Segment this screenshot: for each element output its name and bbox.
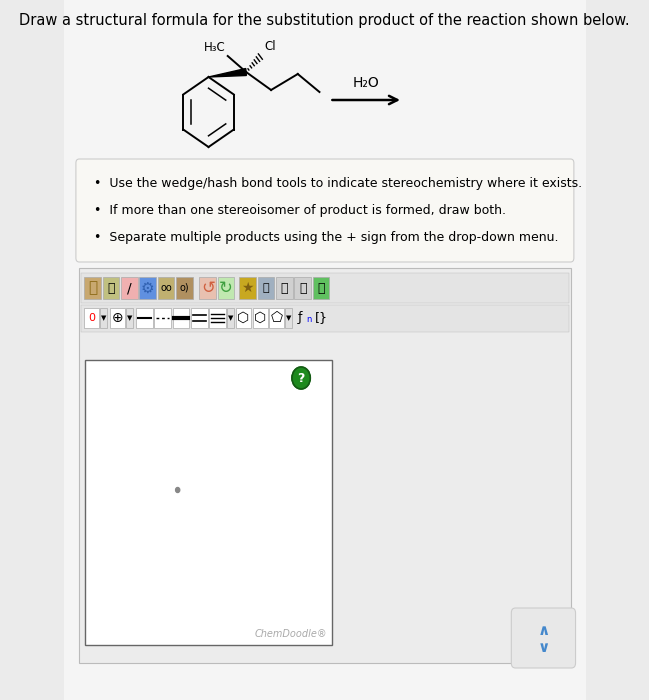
Text: n: n bbox=[306, 316, 312, 325]
Text: •  Use the wedge/hash bond tools to indicate stereochemistry where it exists.: • Use the wedge/hash bond tools to indic… bbox=[94, 177, 582, 190]
Text: ▼: ▼ bbox=[228, 315, 233, 321]
Text: ⬡: ⬡ bbox=[254, 311, 266, 325]
Polygon shape bbox=[208, 69, 247, 77]
FancyBboxPatch shape bbox=[511, 608, 576, 668]
Text: ChemDoodle®: ChemDoodle® bbox=[254, 629, 327, 639]
Bar bbox=[252, 308, 268, 328]
Text: 🔍: 🔍 bbox=[280, 281, 288, 295]
Bar bbox=[158, 277, 175, 299]
Bar bbox=[269, 308, 284, 328]
Bar bbox=[85, 360, 332, 645]
Bar bbox=[295, 277, 311, 299]
Bar bbox=[103, 277, 119, 299]
Text: ?: ? bbox=[297, 372, 305, 385]
Text: ƒ: ƒ bbox=[298, 312, 302, 325]
Text: Draw a structural formula for the substitution product of the reaction shown bel: Draw a structural formula for the substi… bbox=[19, 13, 630, 28]
Bar bbox=[217, 277, 234, 299]
Text: ▼: ▼ bbox=[127, 315, 132, 321]
Circle shape bbox=[292, 367, 310, 389]
Text: oo: oo bbox=[160, 283, 172, 293]
FancyBboxPatch shape bbox=[76, 159, 574, 262]
Bar bbox=[84, 277, 101, 299]
Bar bbox=[239, 277, 256, 299]
Bar bbox=[121, 277, 138, 299]
Text: •  If more than one stereoisomer of product is formed, draw both.: • If more than one stereoisomer of produ… bbox=[94, 204, 506, 217]
Bar bbox=[136, 308, 153, 328]
Bar bbox=[191, 308, 208, 328]
Text: Cl: Cl bbox=[264, 40, 276, 53]
Bar bbox=[84, 308, 99, 328]
Bar bbox=[276, 277, 293, 299]
Bar bbox=[227, 308, 234, 328]
Text: H₃C: H₃C bbox=[204, 41, 226, 54]
Bar bbox=[79, 268, 570, 663]
Text: ⊕: ⊕ bbox=[112, 311, 123, 325]
Text: o): o) bbox=[180, 283, 189, 293]
Text: /: / bbox=[127, 281, 132, 295]
Bar bbox=[258, 277, 275, 299]
Bar bbox=[126, 308, 132, 328]
Bar bbox=[140, 277, 156, 299]
Circle shape bbox=[176, 487, 180, 493]
Text: ⚙: ⚙ bbox=[141, 281, 154, 295]
Text: ⬠: ⬠ bbox=[271, 311, 283, 325]
Bar bbox=[176, 277, 193, 299]
Bar bbox=[100, 308, 107, 328]
Text: ★: ★ bbox=[241, 281, 254, 295]
Text: 🔎: 🔎 bbox=[299, 281, 306, 295]
Text: 0: 0 bbox=[88, 313, 95, 323]
Text: ✋: ✋ bbox=[88, 281, 97, 295]
Text: ⬡: ⬡ bbox=[238, 311, 250, 325]
Bar bbox=[236, 308, 251, 328]
Text: ▼: ▼ bbox=[101, 315, 106, 321]
Text: ∧: ∧ bbox=[537, 623, 550, 638]
Bar bbox=[313, 277, 330, 299]
Bar bbox=[286, 308, 292, 328]
Text: ∨: ∨ bbox=[537, 640, 550, 655]
Bar bbox=[110, 308, 125, 328]
Bar bbox=[154, 308, 171, 328]
Text: 🔒: 🔒 bbox=[107, 281, 115, 295]
Bar bbox=[81, 273, 569, 303]
Text: ↺: ↺ bbox=[201, 279, 215, 297]
Text: H₂O: H₂O bbox=[353, 76, 380, 90]
Bar bbox=[81, 305, 569, 332]
Text: 🎨: 🎨 bbox=[317, 281, 325, 295]
Bar bbox=[199, 277, 216, 299]
Text: ▼: ▼ bbox=[286, 315, 291, 321]
Text: [}: [} bbox=[315, 312, 328, 325]
Bar bbox=[173, 308, 190, 328]
Text: ↻: ↻ bbox=[219, 279, 233, 297]
Bar bbox=[210, 308, 226, 328]
Text: ⬛: ⬛ bbox=[263, 283, 269, 293]
Text: •  Separate multiple products using the + sign from the drop-down menu.: • Separate multiple products using the +… bbox=[94, 231, 559, 244]
